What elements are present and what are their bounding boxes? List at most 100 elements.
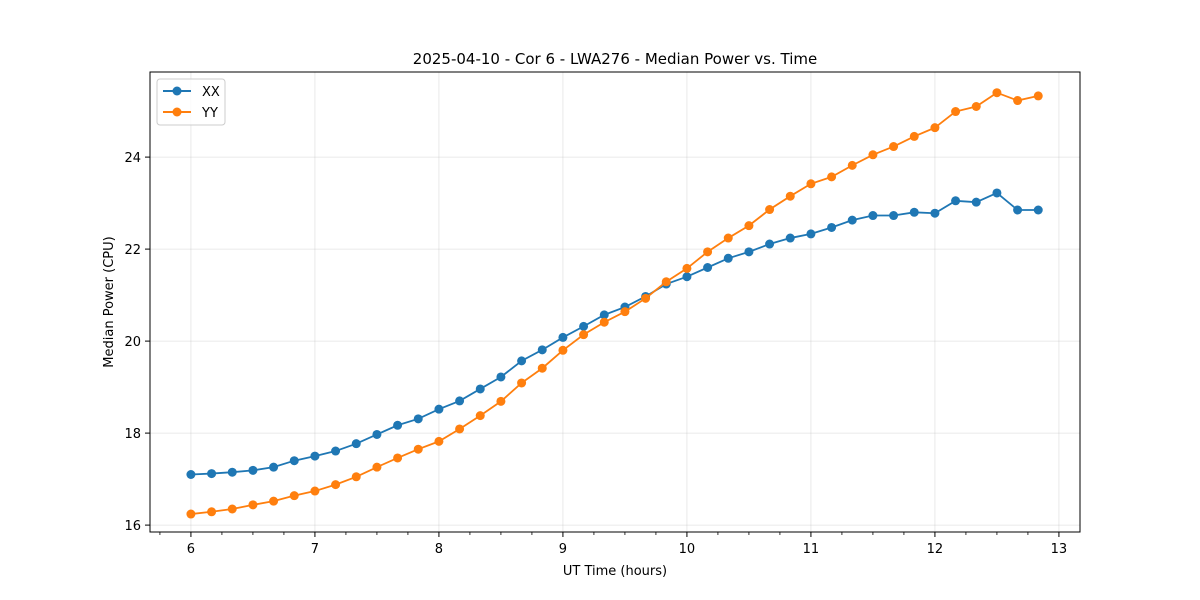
data-point-xx [703, 263, 713, 272]
x-tick-label: 12 [927, 542, 944, 557]
data-point-yy [475, 411, 485, 421]
legend: XX YY [156, 78, 226, 126]
x-tick-label: 13 [1051, 542, 1068, 557]
data-point-yy [351, 472, 361, 482]
data-point-yy [909, 131, 919, 141]
x-axis: 6 7 8 9 10 11 12 13 [159, 532, 1068, 557]
x-tick-label: 6 [187, 542, 195, 557]
data-point-yy [517, 378, 527, 388]
legend-label-xx: XX [202, 85, 220, 100]
data-point-xx [847, 215, 857, 225]
data-point-xx [744, 247, 754, 257]
data-point-xx [475, 384, 485, 394]
data-point-yy [847, 160, 857, 170]
data-point-xx [951, 196, 961, 206]
y-tick-label: 20 [124, 335, 141, 350]
data-point-xx [351, 439, 361, 449]
plot-frame [149, 71, 1081, 533]
data-point-yy [682, 263, 692, 273]
data-point-yy [641, 293, 651, 303]
data-point-xx [558, 332, 568, 342]
data-point-yy [579, 330, 589, 340]
data-point-xx [992, 188, 1002, 198]
grid [150, 72, 1080, 532]
data-point-xx [579, 321, 589, 331]
data-point-yy [1033, 91, 1043, 101]
data-point-xx [455, 396, 465, 406]
data-point-yy [393, 453, 403, 463]
data-point-xx [207, 469, 217, 479]
data-point-yy [930, 123, 940, 133]
data-point-xx [930, 208, 940, 218]
data-point-xx [186, 470, 196, 479]
data-point-xx [909, 207, 919, 217]
data-point-yy [868, 150, 878, 160]
data-point-xx [227, 467, 237, 477]
data-point-xx [1033, 205, 1043, 215]
legend-marker-xx [172, 86, 182, 96]
data-point-yy [971, 102, 981, 111]
data-point-yy [227, 504, 237, 514]
data-point-yy [413, 444, 423, 454]
data-point-xx [599, 310, 609, 320]
data-point-yy [496, 396, 506, 406]
y-tick-label: 18 [124, 427, 141, 442]
y-tick-label: 24 [124, 151, 141, 166]
data-point-xx [827, 222, 837, 232]
series-layer [186, 88, 1043, 519]
data-point-xx [372, 429, 382, 439]
data-point-yy [558, 345, 568, 355]
data-point-xx [331, 446, 341, 456]
data-point-yy [723, 233, 733, 243]
data-point-xx [765, 239, 775, 249]
data-point-yy [186, 509, 196, 519]
data-point-yy [806, 179, 816, 189]
x-tick-label: 10 [679, 542, 696, 557]
data-point-yy [703, 247, 713, 257]
y-axis-label: Median Power (CPU) [102, 236, 117, 367]
data-point-xx [496, 372, 506, 382]
data-point-xx [723, 253, 733, 263]
legend-marker-yy [172, 107, 182, 117]
data-point-yy [455, 424, 465, 434]
x-axis-label: UT Time (hours) [563, 564, 667, 579]
data-point-xx [269, 462, 279, 472]
data-point-yy [289, 491, 299, 501]
y-tick-label: 22 [124, 243, 141, 258]
data-point-xx [785, 233, 795, 243]
data-point-xx [806, 229, 816, 239]
data-point-xx [868, 211, 878, 221]
data-point-xx [434, 404, 444, 414]
data-point-yy [310, 486, 320, 496]
data-point-xx [889, 211, 899, 221]
data-point-xx [517, 356, 527, 366]
x-tick-label: 7 [311, 542, 319, 557]
data-point-yy [992, 88, 1002, 98]
data-point-yy [248, 500, 258, 510]
data-point-xx [971, 197, 981, 207]
data-point-xx [413, 414, 423, 424]
data-point-xx [310, 451, 320, 461]
data-point-yy [765, 205, 775, 215]
y-axis: 16 18 20 22 24 [124, 151, 150, 534]
y-tick-label: 16 [124, 519, 141, 534]
data-point-yy [744, 221, 754, 231]
x-tick-label: 11 [803, 542, 820, 557]
data-point-yy [207, 507, 217, 517]
x-tick-label: 8 [435, 542, 443, 557]
data-point-xx [248, 465, 258, 475]
legend-label-yy: YY [201, 106, 218, 121]
data-point-yy [372, 462, 382, 472]
data-point-yy [889, 142, 899, 152]
data-point-yy [785, 191, 795, 201]
data-point-yy [620, 307, 630, 317]
data-point-yy [951, 107, 961, 117]
x-tick-label: 9 [559, 542, 567, 557]
data-point-xx [289, 456, 299, 466]
data-point-xx [682, 272, 692, 282]
chart-title: 2025-04-10 - Cor 6 - LWA276 - Median Pow… [413, 50, 817, 68]
data-point-xx [537, 345, 547, 355]
data-point-yy [599, 317, 609, 327]
data-point-xx [1013, 205, 1023, 215]
